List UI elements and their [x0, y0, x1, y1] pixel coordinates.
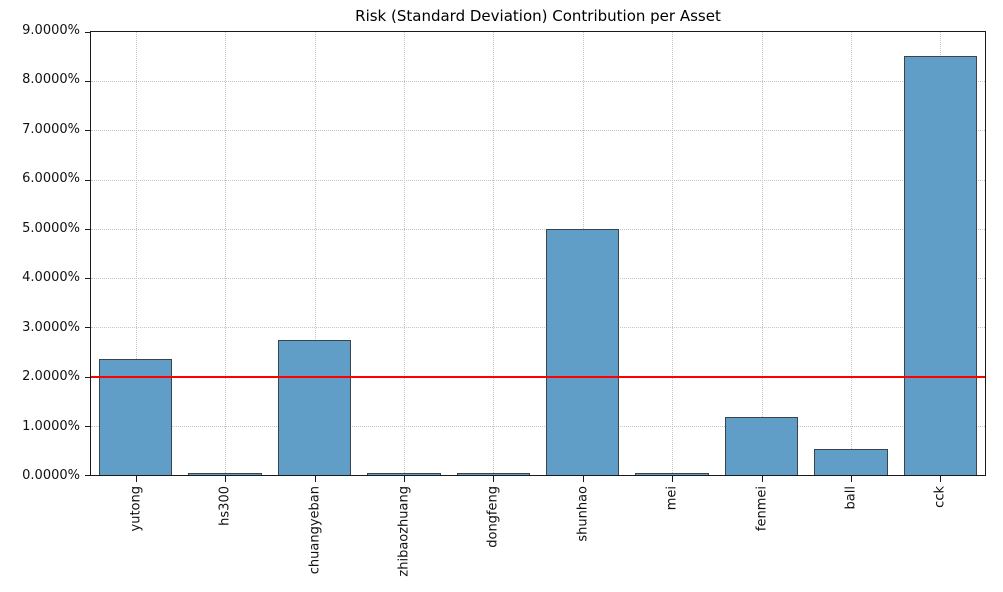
x-tick-mark: [761, 476, 763, 482]
y-tick-mark: [85, 130, 90, 132]
category-slot: hs300: [180, 32, 269, 526]
category-slot: shunhao: [538, 32, 627, 542]
y-tick-mark: [85, 376, 90, 378]
x-tick-mark: [135, 476, 137, 482]
x-tick-mark: [493, 476, 495, 482]
y-tick-mark: [85, 278, 90, 280]
x-tick-mark: [850, 476, 852, 482]
bar-chuangyeban: [277, 339, 352, 475]
y-axis-tick-label: 7.0000%: [22, 121, 80, 137]
y-tick-mark: [85, 32, 90, 33]
y-axis-tick-label: 3.0000%: [22, 319, 80, 335]
bar-shunhao: [545, 229, 620, 475]
x-axis-tick-label-cck: cck: [932, 486, 948, 508]
bar-dongfeng: [456, 473, 531, 475]
gridline-h: [91, 425, 985, 427]
x-axis-tick-label-hs300: hs300: [217, 486, 233, 526]
category-slot: fenmei: [717, 32, 806, 531]
gridline-h: [91, 327, 985, 329]
x-axis-tick-label-fenmei: fenmei: [754, 486, 770, 532]
x-axis-tick-label-mei: mei: [664, 486, 680, 511]
gridline-h: [91, 81, 985, 83]
bar-yutong: [98, 359, 173, 475]
x-axis-tick-label-zhibaozhuang: zhibaozhuang: [396, 486, 412, 577]
gridline-v: [225, 32, 227, 475]
y-axis-tick-label: 8.0000%: [22, 72, 80, 88]
bar-slots: yutong hs300 chuangyeban zhibaozhuang dongfe…: [91, 32, 985, 577]
bar-mei: [635, 473, 709, 475]
gridline-h: [91, 179, 985, 181]
x-tick-mark: [672, 476, 674, 482]
x-axis-tick-label-chuangyeban: chuangyeban: [307, 486, 323, 575]
y-axis-tick-label: 0.0000%: [22, 468, 80, 483]
x-axis-tick-label-dongfeng: dongfeng: [485, 486, 501, 548]
y-tick-mark: [85, 475, 90, 476]
y-axis-tick-label: 6.0000%: [22, 171, 80, 187]
bar-zhibaozhuang: [367, 473, 441, 475]
category-slot: zhibaozhuang: [359, 32, 448, 577]
y-axis-tick-label: 9.0000%: [22, 23, 80, 38]
threshold-line: [91, 375, 985, 378]
bar-hs300: [188, 473, 262, 475]
gridline-h: [91, 228, 985, 230]
bar-cck: [903, 56, 978, 475]
y-axis-tick-label: 2.0000%: [22, 369, 80, 385]
category-slot: dongfeng: [449, 32, 538, 548]
gridline-v: [761, 32, 763, 475]
category-slot: cck: [896, 32, 985, 508]
plot-area: yutong hs300 chuangyeban zhibaozhuang dongfe…: [85, 31, 986, 577]
bar-fenmei: [724, 417, 799, 475]
y-axis-tick-labels: 0.0000% 1.0000% 2.0000% 3.0000% 4.0000% 5.000…: [0, 23, 80, 483]
gridline-v: [403, 32, 405, 475]
y-tick-mark: [85, 327, 90, 329]
x-axis-tick-label-yutong: yutong: [128, 486, 144, 532]
bar-ball: [814, 449, 888, 475]
x-tick-mark: [940, 476, 942, 482]
y-tick-mark: [85, 179, 90, 181]
y-axis-tick-label: 5.0000%: [22, 220, 80, 236]
y-tick-mark: [85, 81, 90, 83]
gridline-h: [91, 278, 985, 280]
category-slot: ball: [806, 32, 895, 509]
gridline-h: [91, 130, 985, 132]
x-tick-mark: [314, 476, 316, 482]
x-axis-tick-label-shunhao: shunhao: [575, 486, 591, 542]
y-axis-tick-label: 1.0000%: [22, 418, 80, 434]
x-axis-tick-label-ball: ball: [843, 486, 859, 510]
y-tick-mark: [85, 425, 90, 427]
y-axis-tick-label: 4.0000%: [22, 270, 80, 286]
gridline-v: [314, 32, 316, 475]
gridline-v: [672, 32, 674, 475]
chart-title: Risk (Standard Deviation) Contribution p…: [355, 7, 721, 25]
y-tick-mark: [85, 228, 90, 230]
x-tick-mark: [582, 476, 584, 482]
x-tick-mark: [403, 476, 405, 482]
gridline-v: [493, 32, 495, 475]
x-tick-mark: [225, 476, 227, 482]
gridline-v: [850, 32, 852, 475]
category-slot: yutong: [91, 32, 180, 531]
category-slot: mei: [627, 32, 716, 510]
gridline-v: [135, 32, 137, 475]
category-slot: chuangyeban: [270, 32, 359, 574]
